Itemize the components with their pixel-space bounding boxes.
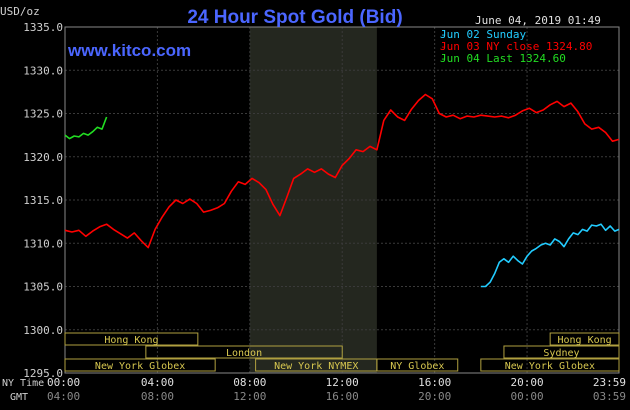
site-watermark: www.kitco.com [67, 41, 191, 60]
session-label: NY Globex [390, 361, 444, 372]
x-axis-ticks: 00:0004:0004:0008:0008:0012:0012:0016:00… [47, 376, 626, 403]
legend-marker-jun03: - [440, 40, 447, 53]
grid-lines [64, 26, 619, 374]
x-tick-label-gmt: 03:59 [593, 390, 626, 403]
session-bar [480, 358, 620, 372]
y-axis-ticks: 1295.0 1300.0 1305.0 1310.0 1315.0 1320.0 1325… [23, 21, 63, 380]
x-tick-label-gmt: 00:00 [510, 390, 543, 403]
price-series [64, 93, 620, 288]
legend-marker-jun02: - [440, 28, 447, 41]
x-tick-label-gmt: 04:00 [47, 390, 80, 403]
series-line-2 [64, 116, 108, 140]
x-axis-gmt-label: GMT [10, 392, 28, 403]
x-tick-label-ny: 23:59 [593, 376, 626, 389]
chart-title: 24 Hour Spot Gold (Bid) [187, 7, 402, 28]
x-tick-label-ny: 08:00 [233, 376, 266, 389]
x-tick-label-ny: 00:00 [47, 376, 80, 389]
session-bar [503, 345, 620, 359]
x-tick-label-gmt: 16:00 [326, 390, 359, 403]
timestamp: June 04, 2019 01:49 [475, 14, 601, 27]
y-tick-label: 1320.0 [23, 151, 63, 164]
legend-marker-jun04: - [440, 52, 447, 65]
x-tick-label-gmt: 08:00 [141, 390, 174, 403]
x-tick-label-ny: 16:00 [418, 376, 451, 389]
series-line-1 [64, 93, 620, 249]
legend-item-jun03: Jun 03 NY close 1324.80 [440, 40, 592, 53]
y-tick-label: 1315.0 [23, 194, 63, 207]
session-label: New York NYMEX [274, 361, 358, 372]
y-tick-label: 1305.0 [23, 281, 63, 294]
session-bar [549, 332, 620, 346]
x-tick-label-gmt: 12:00 [233, 390, 266, 403]
session-bar [64, 358, 216, 372]
market-sessions: Hong Kong Hong Kong London Sydney New York G… [64, 332, 620, 372]
plot-frame [64, 26, 620, 374]
x-axis-ny-label: NY Time [2, 378, 44, 389]
session-label: Hong Kong [557, 335, 611, 346]
x-tick-label-ny: 12:00 [326, 376, 359, 389]
x-tick-label-ny: 04:00 [141, 376, 174, 389]
y-axis-unit: USD/oz [0, 5, 40, 18]
legend: Jun 02 Sunday Jun 03 NY close 1324.80 Ju… [440, 28, 592, 65]
x-tick-label-ny: 20:00 [510, 376, 543, 389]
legend-item-jun02: Jun 02 Sunday [440, 28, 526, 41]
session-label: Sydney [543, 348, 579, 359]
session-label: New York Globex [95, 361, 185, 372]
y-tick-label: 1325.0 [23, 108, 63, 121]
legend-item-jun04: Jun 04 Last 1324.60 [440, 52, 566, 65]
y-tick-label: 1310.0 [23, 237, 63, 250]
x-tick-label-gmt: 20:00 [418, 390, 451, 403]
series-line-0 [480, 223, 620, 288]
session-label: London [226, 348, 262, 359]
session-bar [145, 345, 343, 359]
y-tick-label: 1330.0 [23, 64, 63, 77]
y-tick-label: 1300.0 [23, 324, 63, 337]
y-tick-label: 1295.0 [23, 367, 63, 380]
session-label: Hong Kong [104, 335, 158, 346]
session-label: New York Globex [505, 361, 595, 372]
y-tick-label: 1335.0 [23, 21, 63, 34]
session-bar [64, 332, 199, 346]
session-bar [376, 358, 459, 372]
